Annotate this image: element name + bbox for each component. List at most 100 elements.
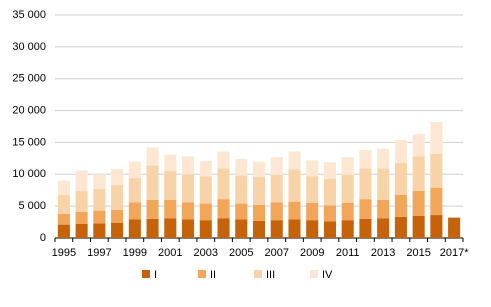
bar-segment [75,190,88,212]
x-tick-label: 1995 [52,247,76,259]
bar-segment [182,219,195,238]
legend-swatch [310,270,318,278]
bar-segment [128,202,141,220]
bar-segment [359,150,372,169]
bar-segment [182,202,195,220]
bar-segment [394,162,407,195]
bar-segment [412,215,425,238]
bar-segment [57,180,70,195]
bar-segment [430,187,443,216]
bar-segment [57,194,70,214]
bar-segment [128,219,141,238]
legend-swatch [142,270,150,278]
bar-segment [430,153,443,188]
bar-segment [323,178,336,206]
bar-segment [57,224,70,238]
bar-segment [217,218,230,238]
bar-segment [341,157,354,175]
bar-segment [75,170,88,191]
bar-segment [217,151,230,169]
bar-segment [252,220,266,238]
bar-segment [448,217,461,238]
bar-segment [306,160,319,177]
bar-segment [270,157,283,175]
bar-segment [377,148,390,169]
bar-segment [306,176,319,203]
bar-segment [75,223,88,238]
bar-segment [111,222,124,238]
bar-segment [217,168,230,200]
bar-segment [235,203,248,220]
bar-segment [270,220,283,238]
bar-segment [377,199,390,219]
legend-swatch [198,270,206,278]
bar-segment [146,165,159,200]
bar-segment [341,202,354,221]
bar-segment [93,188,106,211]
bar-segment [359,168,372,200]
bar-segment [359,199,372,219]
bar-segment [394,194,407,217]
bar-segment [377,168,390,200]
bar-segment [146,147,159,166]
x-tick-label: 2017* [440,247,469,259]
bar-segment [377,218,390,238]
legend-label: I [154,269,157,281]
bar-segment [306,202,319,221]
bar-segment [235,158,248,176]
bar-segment [128,178,141,203]
bar-segment [394,216,407,238]
bar-segment [252,204,266,221]
bar-segment [235,219,248,238]
bar-segment [412,156,425,191]
bar-segment [323,205,336,222]
bar-segment [412,190,425,216]
bar-segment [93,223,106,238]
bar-segment [128,161,141,179]
bar-segment [323,162,336,179]
bar-segment [164,199,177,219]
bar-segment [252,176,266,205]
bar-segment [288,219,301,238]
bar-segment [111,185,124,210]
bar-segment [235,175,248,204]
bar-segment [288,169,301,202]
bar-segment [270,174,283,203]
x-tick-label: 1997 [87,247,111,259]
bar-segment [341,220,354,238]
y-tick-label: 0 [40,232,46,244]
y-tick-label: 15 000 [12,136,46,148]
bar-segment [359,218,372,238]
bar-segment [217,199,230,219]
bar-segment [182,156,195,175]
bar-segment [199,160,212,177]
x-tick-label: 2003 [194,247,218,259]
bar-segment [93,210,106,224]
bar-segment [288,151,301,170]
bar-segment [323,221,336,238]
bar-segment [111,209,124,223]
bar-segment [146,199,159,219]
bar-segment [252,161,266,177]
legend-label: III [266,269,275,281]
y-tick-label: 10 000 [12,168,46,180]
y-tick-label: 30 000 [12,41,46,53]
x-tick-label: 2011 [336,247,360,259]
bar-segment [111,169,124,186]
x-tick-label: 2013 [371,247,395,259]
bar-segment [93,174,106,189]
bar-segment [164,171,177,200]
y-tick-label: 20 000 [12,104,46,116]
y-tick-label: 35 000 [12,9,46,21]
bar-segment [288,201,301,220]
bar-segment [270,202,283,221]
bar-segment [164,154,177,172]
x-tick-label: 2007 [264,247,288,259]
bar-segment [430,215,443,238]
y-tick-label: 5 000 [18,200,46,212]
bar-segment [430,122,443,154]
legend-swatch [254,270,262,278]
bar-segment [146,218,159,238]
x-tick-label: 2015 [406,247,430,259]
